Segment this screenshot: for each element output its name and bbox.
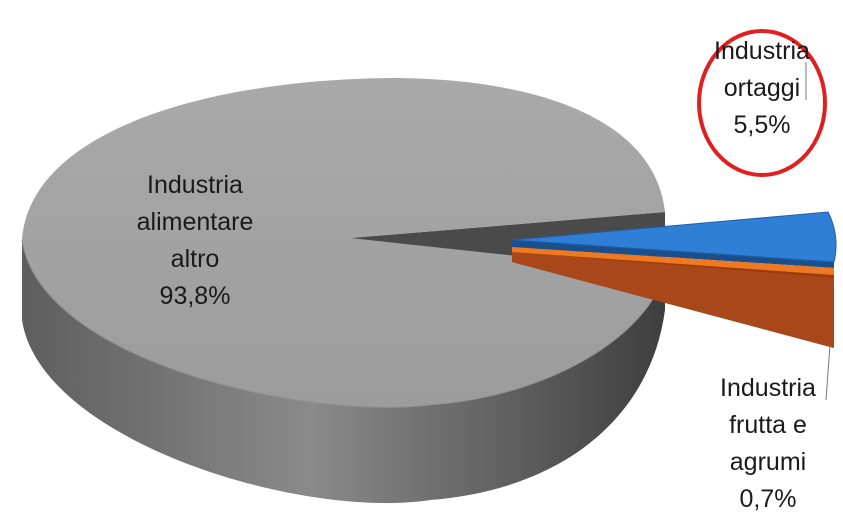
label-frutta: Industria frutta e agrumi 0,7% (700, 370, 836, 518)
pie-slice-ortaggi (511, 211, 837, 263)
label-frutta-line3: agrumi (729, 448, 807, 476)
label-altro-line2: alimentare (136, 208, 254, 236)
highlight-ring-ortaggi (697, 29, 827, 177)
label-altro-value: 93,8% (159, 282, 231, 310)
pie-slice-altro (22, 78, 665, 408)
label-frutta-value: 0,7% (739, 485, 797, 513)
label-ortaggi-line1: Industria (714, 37, 810, 65)
label-altro: Industria alimentare altro 93,8% (110, 167, 280, 315)
pie-slice-frutta-side-face (512, 252, 834, 348)
pie-slice-altro-rim (21, 239, 666, 408)
pie-slice-ortaggi-side (512, 240, 834, 268)
label-altro-line1: Industria (147, 171, 243, 199)
pie-slice-frutta (512, 247, 834, 275)
label-frutta-line2: frutta e (729, 411, 807, 439)
pie-slice-altro-side (22, 230, 665, 504)
label-frutta-line1: Industria (720, 374, 816, 402)
label-altro-line3: altro (170, 245, 220, 273)
label-ortaggi: Industria ortaggi 5,5% (702, 33, 822, 144)
leader-line-frutta (825, 344, 831, 401)
label-ortaggi-value: 5,5% (733, 111, 791, 139)
label-ortaggi-line2: ortaggi (723, 74, 801, 102)
